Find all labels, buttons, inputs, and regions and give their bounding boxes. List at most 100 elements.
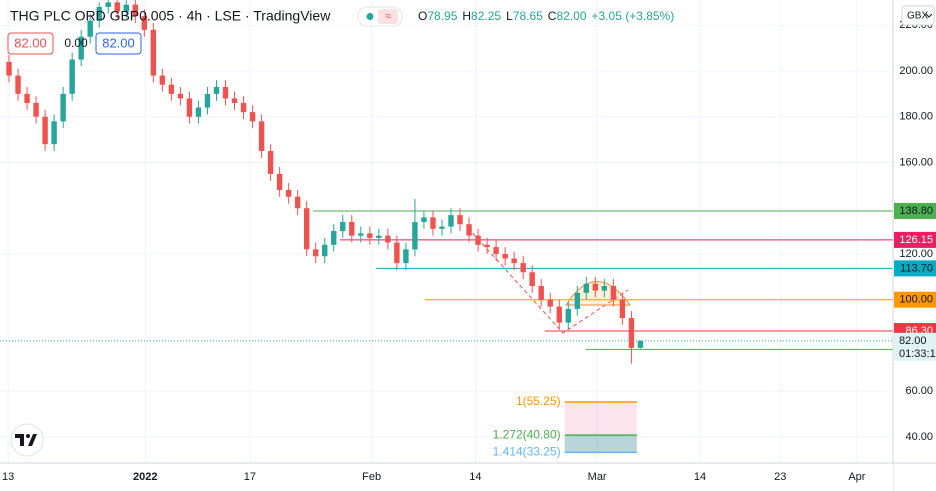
candle-body [448, 215, 454, 227]
currency-button[interactable] [901, 5, 935, 26]
candle-body [96, 6, 102, 21]
candle-body [168, 84, 175, 94]
status-dot [366, 13, 374, 20]
level-tag [894, 231, 936, 248]
plot: 1(55.25) 1.272(40.80) 1.414(33.25) [0, 0, 893, 459]
x-tick-label: Apr [848, 471, 865, 483]
ohlc-change: +3.05 (+3.85%) [592, 9, 675, 23]
candle-body [33, 103, 39, 117]
candle-body [583, 283, 590, 293]
buy-price[interactable]: 82.00 [102, 35, 135, 50]
candle-body [141, 16, 148, 30]
candle-body [619, 299, 626, 318]
candle-body [367, 233, 373, 238]
ohlc-label: O [418, 9, 427, 23]
candle-body [538, 285, 544, 300]
candle-body [610, 285, 617, 300]
candle-body [475, 235, 481, 245]
ohlc-value: 82.25 [471, 9, 501, 23]
candle-body [249, 112, 256, 122]
level-tag-label: 138.80 [899, 205, 933, 217]
candle-body [60, 93, 66, 122]
sell-button[interactable] [7, 32, 54, 55]
x-tick-label: 2022 [133, 471, 157, 483]
x-tick-label: Mar [588, 471, 607, 483]
header: THG PLC ORD GBP0.005 · 4h · LSE · Tradin… [7, 5, 935, 55]
candle-body [240, 103, 247, 113]
chart-title: THG PLC ORD GBP0.005 · 4h · LSE · Tradin… [10, 8, 331, 24]
fib-fill [564, 402, 637, 436]
candle-body [430, 217, 436, 229]
y-tick-label: 160.00 [899, 156, 933, 168]
currency[interactable]: GBX [907, 11, 928, 22]
candle-body [276, 173, 283, 190]
level-tag [894, 291, 936, 308]
candle-body [285, 189, 292, 197]
ohlc-legend: O78.95 H82.25 L78.65 C82.00 +3.05 (+3.85%) [418, 9, 674, 23]
fib-label: 1.272(40.80) [493, 427, 561, 441]
last-price-label: 82.00 [899, 335, 927, 347]
candle-body [592, 283, 599, 291]
time-axis [0, 463, 893, 491]
candle-body [231, 98, 238, 104]
candle-body [331, 231, 337, 245]
y-tick-label: 180.00 [899, 111, 933, 123]
level-tag [894, 202, 936, 219]
logo-circle [10, 423, 44, 457]
x-tick-label: 17 [244, 471, 256, 483]
candle-body [150, 29, 157, 76]
candle-body [267, 151, 274, 174]
tv-logo [10, 423, 44, 457]
candle-body [358, 233, 364, 236]
logo-dot [26, 434, 30, 438]
candle-body [42, 116, 48, 145]
level-tag [894, 260, 936, 277]
fib-fill [564, 435, 637, 453]
candle-body [87, 20, 93, 37]
candle-body [213, 87, 220, 94]
candle-body [385, 235, 391, 243]
candle-body [394, 242, 400, 264]
candle-body [24, 93, 30, 104]
x-tick-label: Feb [362, 471, 381, 483]
candle-body [69, 59, 75, 94]
x-tick-label: 14 [469, 471, 481, 483]
candle-body [403, 249, 409, 264]
ohlc-value: 78.65 [513, 9, 543, 23]
y-tick-label: 40.00 [905, 431, 933, 443]
fib-label: 1(55.25) [516, 394, 561, 408]
last-price-tag [894, 332, 936, 361]
candle-body [412, 221, 418, 250]
candle-body [466, 224, 472, 236]
candle-body [547, 299, 553, 307]
x-tick-label: 13 [2, 471, 14, 483]
candle-body [15, 75, 21, 94]
axes: 40.0060.00120.00160.00180.00200.00220.00… [2, 19, 936, 483]
candle-body [340, 221, 346, 232]
y-tick-label: 60.00 [905, 385, 933, 397]
ohlc-label: C [548, 9, 557, 23]
spread: 0.00 [64, 36, 88, 50]
level-tag-label: 126.15 [899, 234, 933, 246]
candle-body [123, 4, 129, 12]
candle-body [204, 93, 211, 108]
status-icon [378, 9, 398, 24]
ohlc-label: H [462, 9, 471, 23]
fib-label: 1.414(33.25) [493, 445, 561, 459]
candle-body [78, 36, 84, 60]
candle-body [313, 249, 319, 257]
candle-body [114, 2, 120, 12]
candle-body [628, 317, 635, 348]
candle-body [159, 75, 166, 85]
countdown: 01:33:1 [899, 348, 936, 360]
x-tick-label: 14 [694, 471, 706, 483]
candle-body [6, 61, 12, 76]
buy-button[interactable] [95, 32, 142, 55]
candle-body [177, 93, 184, 99]
candle-body [294, 196, 301, 209]
sell-price[interactable]: 82.00 [14, 35, 47, 50]
grid [0, 0, 893, 463]
candle-body [565, 308, 571, 323]
candle-body [529, 272, 535, 286]
